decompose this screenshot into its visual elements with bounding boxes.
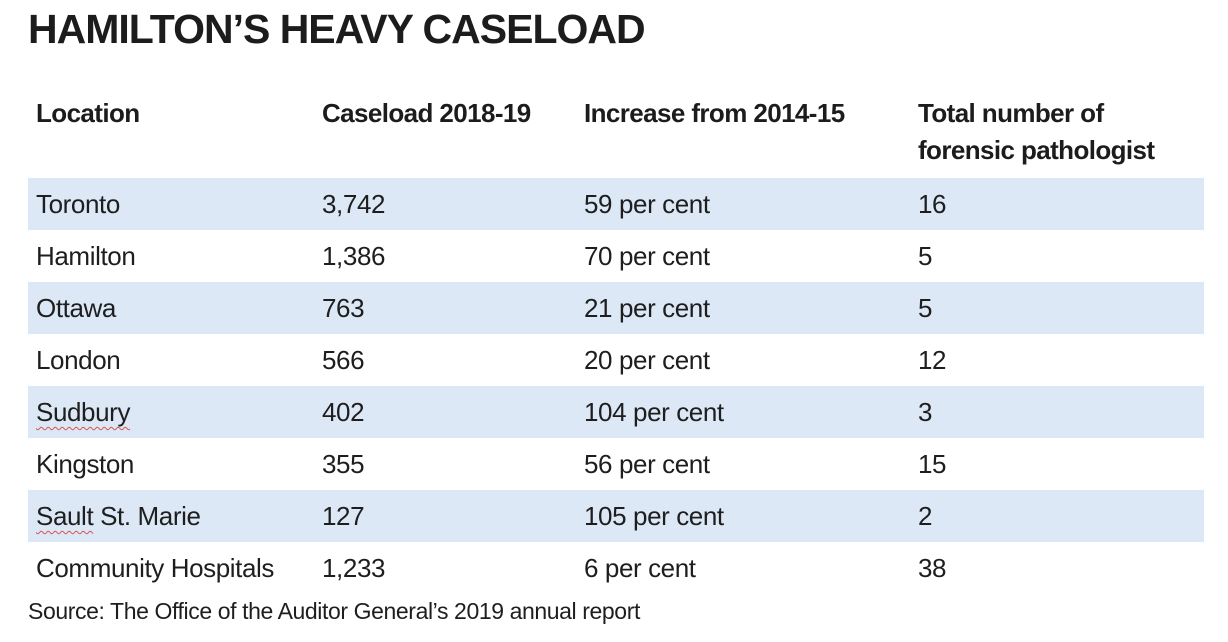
caseload-cell: 1,386 [322,241,386,271]
pathologists-cell: 5 [918,293,933,323]
column-header-pathologists: Total number of forensic pathologist [918,98,1155,165]
caseload-cell: 3,742 [322,189,386,219]
pathologists-cell: 15 [918,449,947,479]
column-header-caseload: Caseload 2018-19 [322,98,531,128]
caseload-cell: 1,233 [322,553,386,583]
source-note: Source: The Office of the Auditor Genera… [28,598,640,624]
location-cell: Sault St. Marie [36,501,201,531]
caseload-cell: 402 [322,397,365,427]
location-cell: Ottawa [36,293,116,323]
increase-cell: 105 per cent [584,501,724,531]
increase-cell: 6 per cent [584,553,696,583]
table-row: Sault St. Marie 127 105 per cent 2 [28,490,1204,542]
increase-cell: 20 per cent [584,345,710,375]
chart-title: HAMILTON’S HEAVY CASELOAD [28,6,646,52]
column-header-increase: Increase from 2014-15 [584,98,845,128]
pathologists-cell: 16 [918,189,947,219]
caseload-table: Location Caseload 2018-19 Increase from … [28,92,1204,594]
table-row: Community Hospitals 1,233 6 per cent 38 [28,542,1204,594]
table-row: London 566 20 per cent 12 [28,334,1204,386]
caseload-cell: 763 [322,293,365,323]
location-cell: Community Hospitals [36,553,275,583]
table-body: Toronto 3,742 59 per cent 16 Hamilton 1,386 70… [28,178,1204,594]
table-row: Kingston 355 56 per cent 15 [28,438,1204,490]
pathologists-cell: 3 [918,397,933,427]
table-row: Sudbury 402 104 per cent 3 [28,386,1204,438]
pathologists-cell: 2 [918,501,933,531]
caseload-cell: 566 [322,345,365,375]
pathologists-cell: 38 [918,553,947,583]
increase-cell: 70 per cent [584,241,710,271]
caseload-cell: 355 [322,449,365,479]
increase-cell: 104 per cent [584,397,724,427]
table-row: Ottawa 763 21 per cent 5 [28,282,1204,334]
location-cell: Toronto [36,189,120,219]
increase-cell: 59 per cent [584,189,710,219]
table-row: Toronto 3,742 59 per cent 16 [28,178,1204,230]
pathologists-cell: 12 [918,345,947,375]
increase-cell: 56 per cent [584,449,710,479]
location-cell: Sudbury [36,386,130,438]
location-cell: Hamilton [36,241,136,271]
spellcheck-underlined-word: Sudbury [36,397,131,427]
spellcheck-underlined-word: Sault [36,501,94,531]
table-row: Hamilton 1,386 70 per cent 5 [28,230,1204,282]
table-header-row: Location Caseload 2018-19 Increase from … [28,92,1204,178]
location-cell: London [36,345,121,375]
column-header-location: Location [36,98,140,128]
pathologists-cell: 5 [918,241,933,271]
location-cell: Kingston [36,449,134,479]
caseload-cell: 127 [322,501,365,531]
increase-cell: 21 per cent [584,293,710,323]
